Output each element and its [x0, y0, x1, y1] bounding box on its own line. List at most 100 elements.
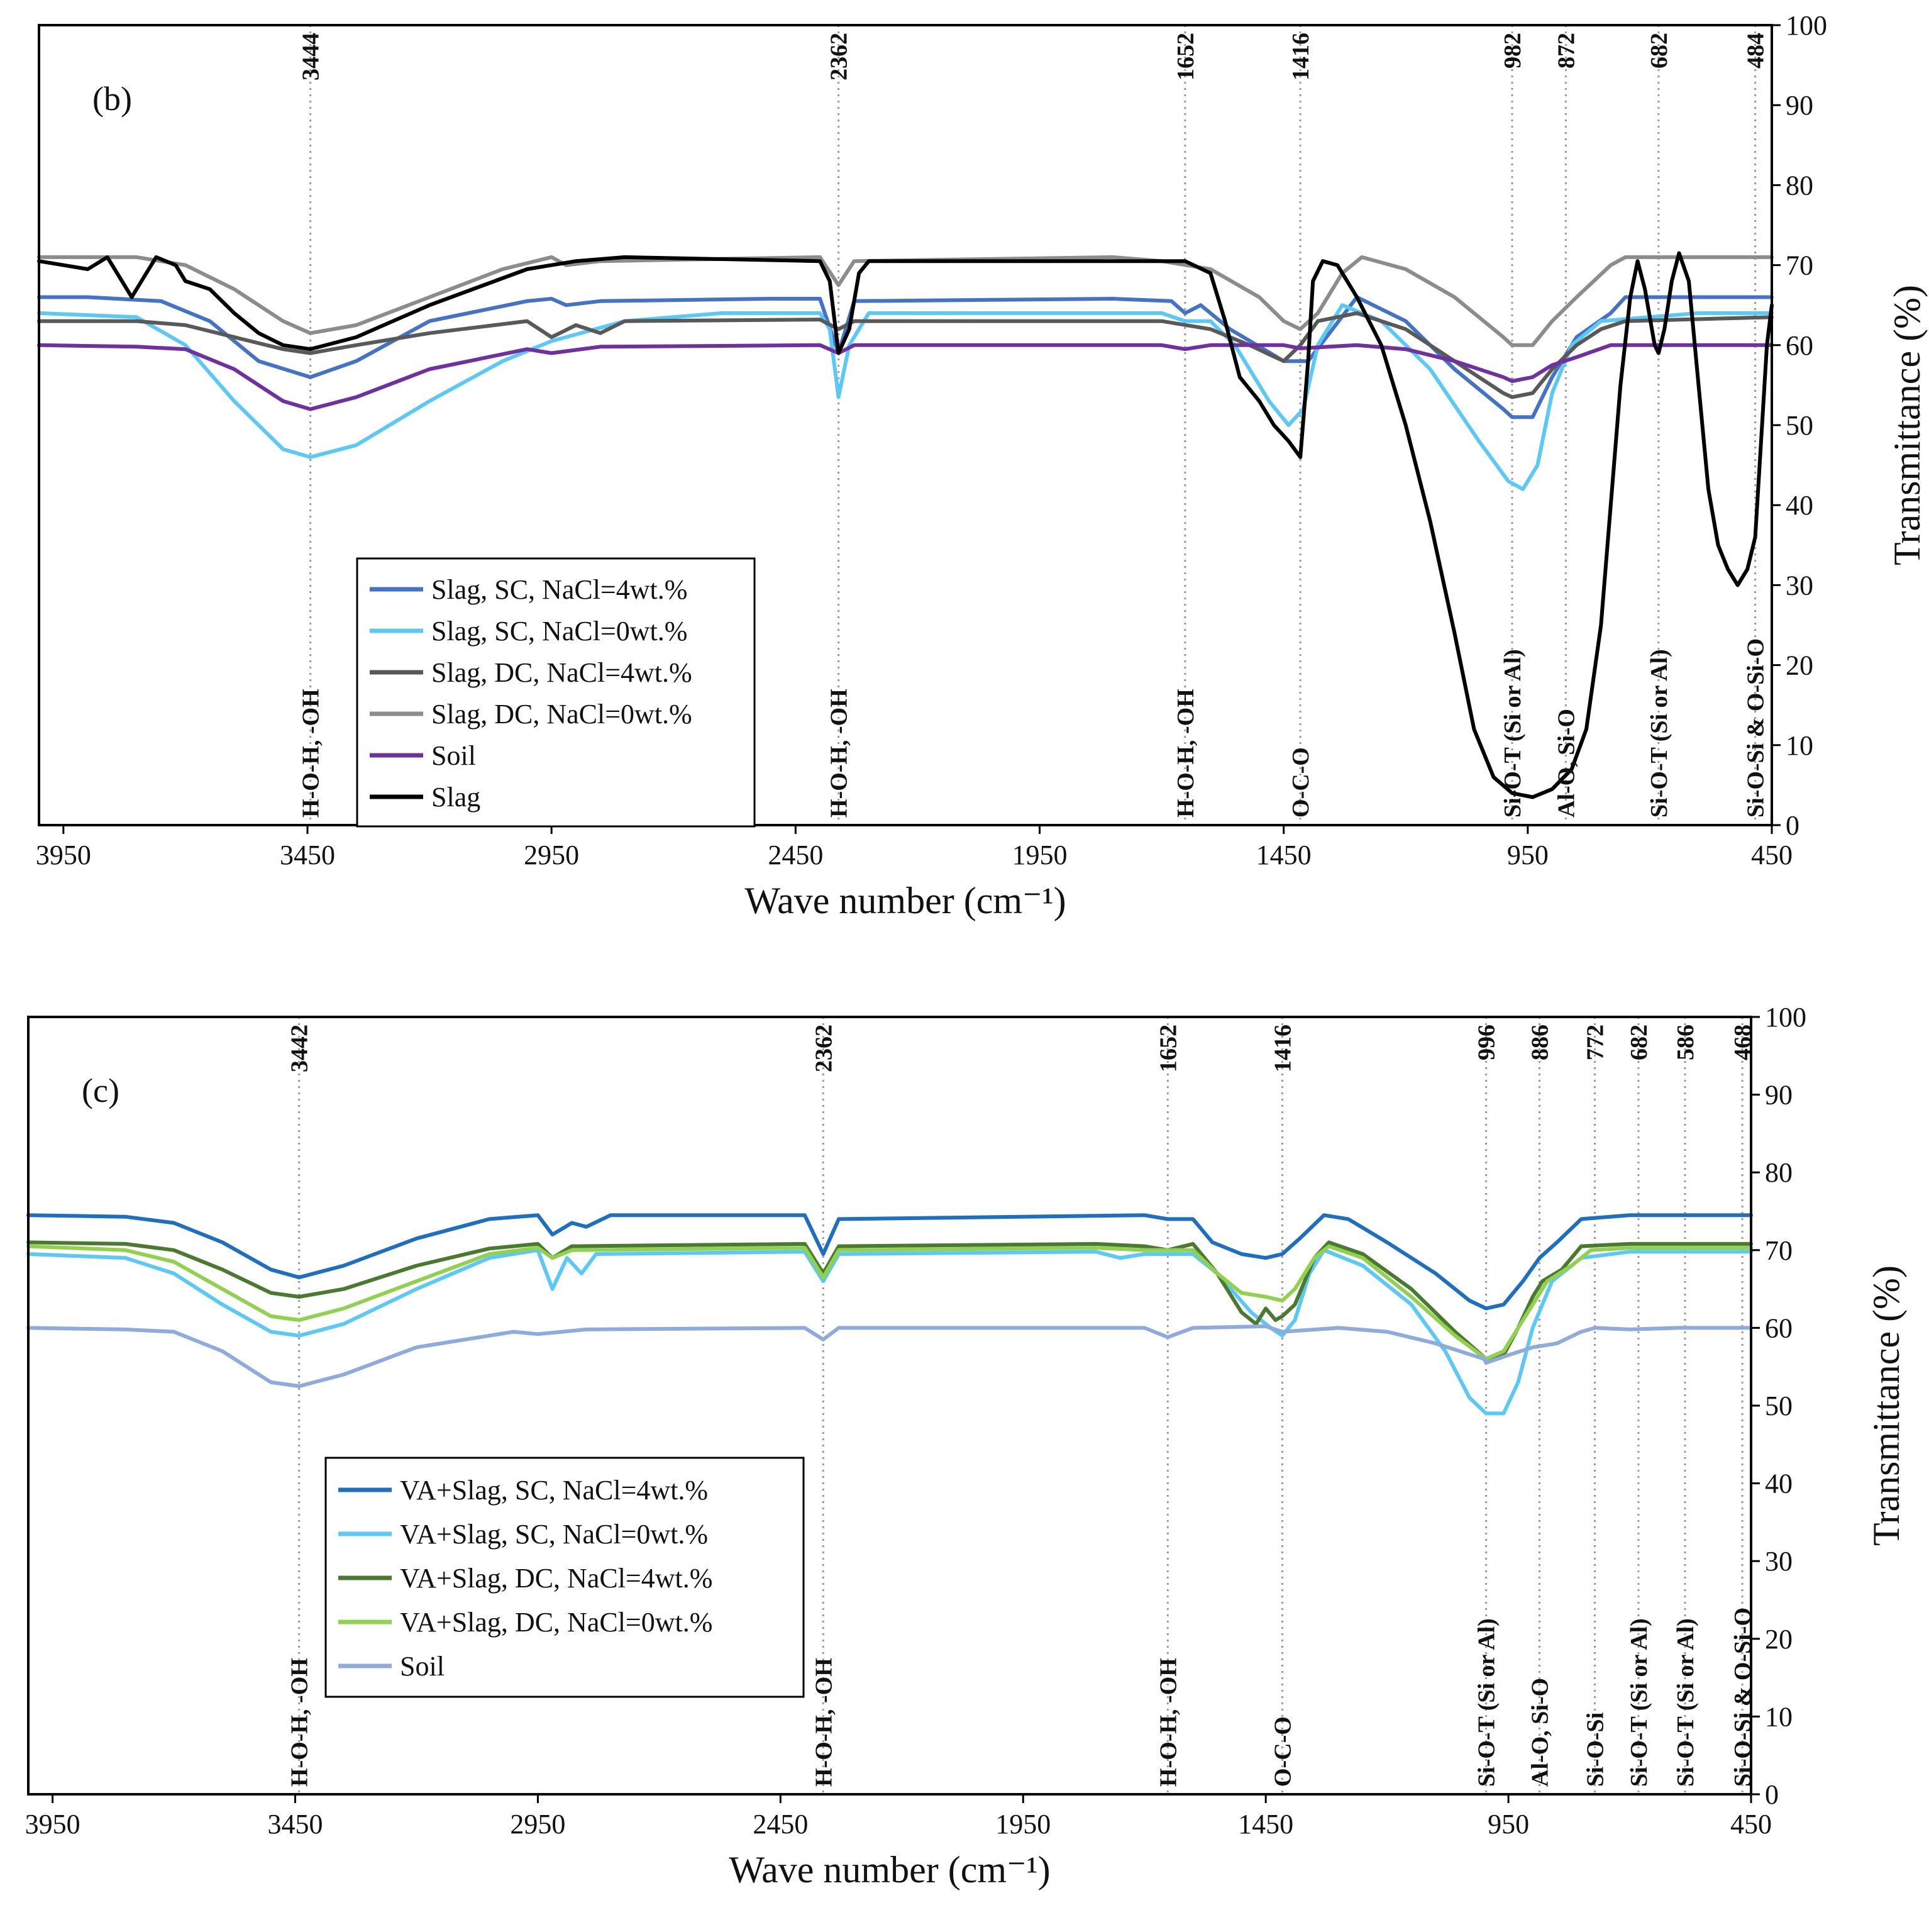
- series-line-1: [37, 303, 1774, 491]
- x-tick-label: 950: [1507, 840, 1549, 870]
- panel-label: (c): [82, 1072, 119, 1109]
- y-tick-label: 60: [1786, 330, 1813, 361]
- y-tick-label: 0: [1765, 1779, 1779, 1810]
- series-line-0: [37, 295, 1774, 419]
- peak-label: 2362: [826, 33, 853, 80]
- y-axis-title: Transmittance (%): [1886, 285, 1928, 565]
- legend-entry: Slag, SC, NaCl=0wt.%: [431, 616, 687, 647]
- series-line-3: [37, 255, 1774, 347]
- x-tick-label: 2950: [510, 1809, 565, 1840]
- band-label: H-O-H, -OH: [1173, 689, 1199, 818]
- series-line-4: [37, 343, 1774, 411]
- peak-label: 484: [1743, 33, 1769, 69]
- peak-label: 982: [1500, 33, 1526, 69]
- band-label: O-C-O: [1269, 1716, 1296, 1787]
- peak-label: 772: [1582, 1024, 1608, 1060]
- band-label: Si-O-T (Si or Al): [1646, 649, 1672, 818]
- legend-entry: VA+Slag, DC, NaCl=4wt.%: [400, 1563, 712, 1594]
- legend-entry: Slag: [431, 782, 480, 813]
- x-tick-label: 2950: [524, 840, 579, 870]
- chart-panel-0: 3444 H-O-H, -OH 2362 H-O-H, -OH 1652 H-O-H, -…: [36, 10, 1928, 921]
- x-tick-label: 3450: [268, 1809, 323, 1840]
- series-line-2: [37, 311, 1774, 399]
- band-label: H-O-H, -OH: [298, 689, 324, 818]
- legend-box: [324, 1457, 805, 1698]
- peak-label: 1416: [1269, 1024, 1296, 1072]
- peak-label: 2362: [810, 1024, 837, 1072]
- y-tick-label: 100: [1786, 10, 1827, 41]
- peak-label: 996: [1474, 1024, 1500, 1060]
- peak-label: 3442: [287, 1024, 313, 1072]
- legend-entry: Soil: [400, 1651, 445, 1682]
- band-label: Si-O-Si: [1582, 1713, 1608, 1787]
- peak-label: 586: [1672, 1024, 1699, 1060]
- peak-label: 3444: [298, 33, 324, 80]
- peak-label: 682: [1646, 33, 1672, 69]
- band-label: Si-O-T (Si or Al): [1672, 1618, 1699, 1787]
- y-tick-label: 90: [1786, 90, 1813, 121]
- band-label: Al-O, Si-O: [1527, 1678, 1553, 1787]
- band-label: H-O-H, -OH: [287, 1658, 313, 1787]
- band-label: H-O-H, -OH: [826, 689, 853, 818]
- y-tick-label: 40: [1765, 1468, 1793, 1499]
- y-tick-label: 60: [1765, 1313, 1793, 1343]
- x-tick-label: 2450: [768, 840, 823, 870]
- y-tick-label: 10: [1765, 1701, 1793, 1732]
- legend-entry: VA+Slag, DC, NaCl=0wt.%: [400, 1607, 712, 1638]
- peak-label: 468: [1730, 1024, 1756, 1060]
- y-tick-label: 90: [1765, 1080, 1793, 1111]
- legend-entry: Slag, DC, NaCl=4wt.%: [431, 657, 692, 688]
- series-line-0: [26, 1213, 1753, 1311]
- band-label: Si-O-T (Si or Al): [1500, 649, 1526, 818]
- y-tick-label: 30: [1786, 570, 1813, 601]
- legend-entry: Slag, DC, NaCl=0wt.%: [431, 699, 692, 730]
- y-tick-label: 80: [1786, 170, 1813, 201]
- y-tick-label: 20: [1765, 1624, 1793, 1655]
- x-tick-label: 950: [1488, 1809, 1529, 1840]
- x-tick-label: 2450: [753, 1809, 808, 1840]
- peak-label: 1652: [1155, 1024, 1181, 1072]
- x-tick-label: 3950: [25, 1809, 80, 1840]
- x-axis-title: Wave number (cm⁻¹): [744, 880, 1066, 921]
- series-line-5: [37, 251, 1774, 799]
- x-tick-label: 450: [1751, 840, 1793, 870]
- legend: VA+Slag, SC, NaCl=4wt.% VA+Slag, SC, NaCl…: [324, 1457, 805, 1698]
- band-label: Al-O, Si-O: [1553, 709, 1579, 818]
- series-line-4: [26, 1324, 1753, 1389]
- peak-label: 872: [1553, 33, 1579, 69]
- x-tick-label: 3950: [36, 840, 91, 870]
- y-tick-label: 50: [1786, 410, 1813, 441]
- x-tick-label: 1450: [1256, 840, 1312, 870]
- x-tick-label: 1950: [1012, 840, 1067, 870]
- x-tick-label: 3450: [280, 840, 335, 870]
- band-label: Si-O-T (Si or Al): [1626, 1618, 1652, 1787]
- y-tick-label: 20: [1786, 650, 1813, 681]
- band-label: H-O-H, -OH: [1155, 1658, 1181, 1787]
- y-tick-label: 80: [1765, 1157, 1793, 1188]
- band-label: Si-O-Si & O-Si-O: [1730, 1607, 1756, 1787]
- y-tick-label: 30: [1765, 1546, 1793, 1577]
- legend: Slag, SC, NaCl=4wt.% Slag, SC, NaCl=0wt.%…: [356, 557, 756, 828]
- y-tick-label: 70: [1765, 1235, 1793, 1266]
- legend-box: [356, 557, 756, 828]
- x-tick-label: 1950: [995, 1809, 1051, 1840]
- y-axis-title: Transmittance (%): [1865, 1265, 1907, 1546]
- y-tick-label: 10: [1786, 730, 1813, 761]
- y-tick-label: 70: [1786, 250, 1813, 281]
- band-label: O-C-O: [1288, 747, 1314, 818]
- series-line-3: [26, 1244, 1753, 1361]
- legend-entry: Slag, SC, NaCl=4wt.%: [431, 574, 687, 605]
- chart-panel-1: 3442 H-O-H, -OH 2362 H-O-H, -OH 1652 H-O-H, -…: [25, 1002, 1907, 1890]
- peak-label: 886: [1527, 1024, 1553, 1060]
- x-tick-label: 1450: [1238, 1809, 1293, 1840]
- series-line-2: [26, 1240, 1753, 1361]
- legend-entry: Soil: [431, 740, 476, 771]
- legend-entry: VA+Slag, SC, NaCl=0wt.%: [400, 1519, 708, 1550]
- x-axis-title: Wave number (cm⁻¹): [729, 1849, 1050, 1890]
- band-label: H-O-H, -OH: [810, 1658, 837, 1787]
- y-tick-label: 50: [1765, 1391, 1793, 1421]
- band-label: Si-O-Si & O-Si-O: [1743, 638, 1769, 818]
- peak-label: 1416: [1288, 33, 1314, 80]
- series-line-1: [26, 1248, 1753, 1416]
